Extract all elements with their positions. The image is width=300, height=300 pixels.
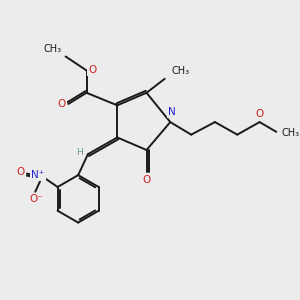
Text: O: O [88,65,96,75]
Text: H: H [76,148,83,157]
Text: N⁺: N⁺ [31,170,44,180]
Text: O: O [256,109,264,119]
Text: O: O [142,175,151,185]
Text: O: O [16,167,25,177]
Text: CH₃: CH₃ [281,128,299,138]
Text: N: N [168,107,176,117]
Text: CH₃: CH₃ [43,44,62,54]
Text: O: O [57,99,66,109]
Text: CH₃: CH₃ [172,66,190,76]
Text: O⁻: O⁻ [30,194,44,204]
